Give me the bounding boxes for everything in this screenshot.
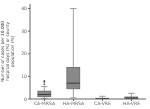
svg-text:40: 40	[21, 6, 27, 11]
svg-text:CA-VRE: CA-VRE	[94, 101, 111, 106]
svg-text:10: 10	[21, 74, 27, 79]
svg-text:0: 0	[24, 97, 27, 102]
svg-text:HA-MRSA: HA-MRSA	[63, 101, 85, 106]
svg-text:20: 20	[21, 51, 27, 56]
html-text:Number of cases per 10,000: Number of cases per 10,000	[0, 20, 5, 83]
svg-text:HA-VRE: HA-VRE	[123, 101, 140, 106]
svg-text:CA-MRSA: CA-MRSA	[34, 101, 56, 106]
svg-text:Number of cases per 10,000hosp: Number of cases per 10,000hospital days …	[8, 21, 15, 82]
svg-text:30: 30	[21, 29, 27, 34]
